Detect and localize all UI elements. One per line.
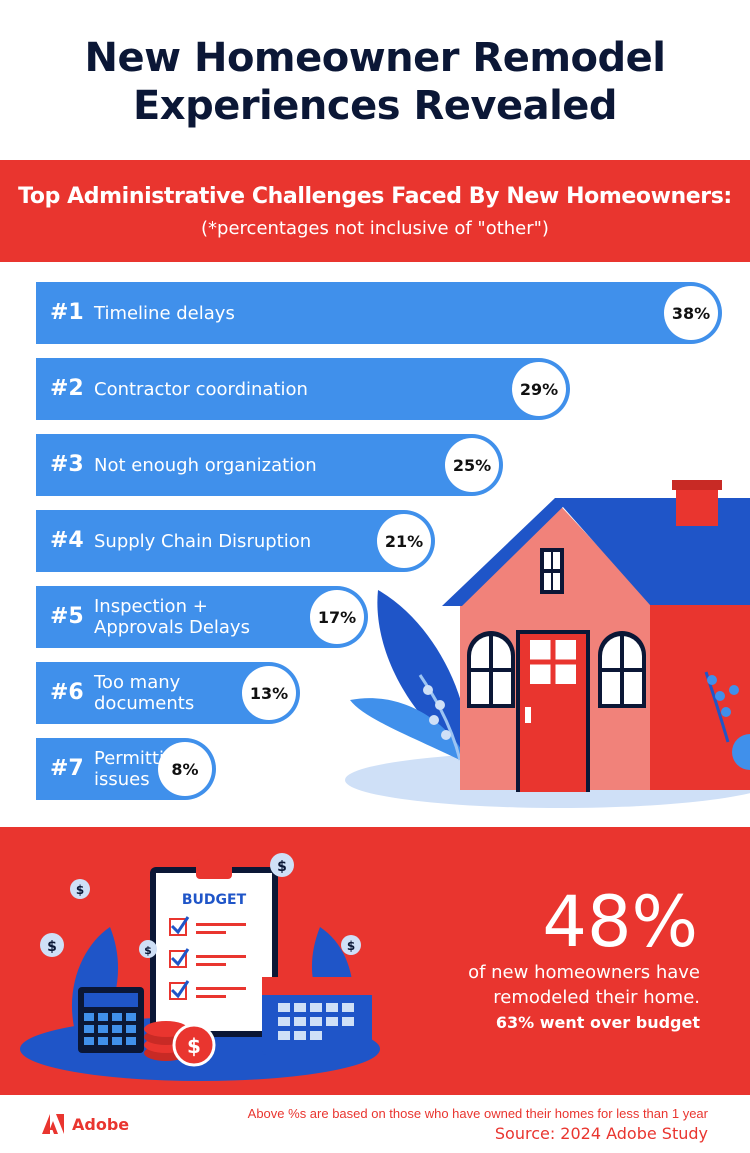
bar-label-line: documents xyxy=(94,693,195,714)
bar-label-line: Timeline delays xyxy=(94,302,235,324)
bar-label-line: Too many xyxy=(94,672,181,693)
bar-value-label: 8% xyxy=(158,742,212,796)
bar-4: #4 Supply Chain Disruption 21% xyxy=(36,510,435,572)
roof-edge-left xyxy=(442,498,572,606)
bar-label-line: Approvals Delays xyxy=(94,617,250,638)
stat-value: 48% xyxy=(542,881,698,963)
bar-label: Too many documents xyxy=(94,662,194,724)
bar-2: #2 Contractor coordination 29% xyxy=(36,358,570,420)
leaf-left-back xyxy=(377,590,470,760)
bar-rank: #4 xyxy=(50,528,84,553)
bar-value-label: 13% xyxy=(242,666,296,720)
bar-value-label: 38% xyxy=(664,286,718,340)
bar-label-line: Inspection + xyxy=(94,596,208,617)
house-illustration xyxy=(345,480,750,808)
stat-text-line-1: of new homeowners have xyxy=(468,962,700,983)
svg-text:$: $ xyxy=(47,939,57,955)
bar-label: Contractor coordination xyxy=(94,358,308,420)
bar-label-line: issues xyxy=(94,769,150,790)
svg-text:$: $ xyxy=(277,859,287,875)
window-left xyxy=(467,631,515,708)
bar-rank: #1 xyxy=(50,300,84,325)
bar-value-label: 29% xyxy=(512,362,566,416)
budget-illustration: BUDGET $ xyxy=(20,853,380,1081)
source-citation: Source: 2024 Adobe Study xyxy=(494,1124,708,1143)
bar-label-line: Supply Chain Disruption xyxy=(94,530,312,552)
budget-label: BUDGET xyxy=(182,892,247,908)
bar-rank: #2 xyxy=(50,376,84,401)
stat-band: BUDGET $ xyxy=(0,827,750,1095)
stat-text-line-3: 63% went over budget xyxy=(495,1013,700,1032)
section-heading: Top Administrative Challenges Faced By N… xyxy=(18,184,732,209)
svg-text:$: $ xyxy=(187,1034,201,1058)
adobe-logo[interactable]: Adobe xyxy=(42,1114,129,1134)
leaf-left-front xyxy=(350,698,470,765)
bar-label-line: Contractor coordination xyxy=(94,378,308,400)
checklist xyxy=(169,916,246,1000)
window-right xyxy=(598,631,646,708)
section-subheading: (*percentages not inclusive of "other") xyxy=(201,218,549,239)
bar-3: #3 Not enough organization 25% xyxy=(36,434,503,496)
bar-rank: #6 xyxy=(50,680,84,705)
bar-label: Supply Chain Disruption xyxy=(94,510,311,572)
title-line-2: Experiences Revealed xyxy=(132,83,618,129)
svg-text:$: $ xyxy=(347,939,355,953)
bar-value-label: 25% xyxy=(445,438,499,492)
bar-label: Not enough organization xyxy=(94,434,317,496)
brand-name: Adobe xyxy=(72,1114,130,1134)
title-line-1: New Homeowner Remodel xyxy=(84,35,666,81)
bar-value-label: 21% xyxy=(377,514,431,568)
section-header-band: Top Administrative Challenges Faced By N… xyxy=(0,160,750,262)
bar-chart: #1 Timeline delays 38% #2 Contractor coordin… xyxy=(36,282,722,800)
bar-rank: #7 xyxy=(50,756,84,781)
bar-1: #1 Timeline delays 38% xyxy=(36,282,722,344)
bar-label: Inspection + Approvals Delays xyxy=(94,586,250,648)
bar-6: #6 Too many documents 13% xyxy=(36,662,300,724)
adobe-icon xyxy=(42,1114,64,1134)
page-title: New Homeowner Remodel Experiences Reveal… xyxy=(0,34,750,130)
bar-5: #5 Inspection + Approvals Delays 17% xyxy=(36,586,368,648)
clipboard-clip xyxy=(196,859,232,879)
bar-7: #7 Permitting issues 8% xyxy=(36,738,216,800)
svg-text:$: $ xyxy=(144,944,152,957)
stat-text-line-2: remodeled their home. xyxy=(493,987,700,1008)
bar-rank: #5 xyxy=(50,604,84,629)
svg-text:$: $ xyxy=(76,883,84,897)
bar-value-label: 17% xyxy=(310,590,364,644)
bar-label: Timeline delays xyxy=(94,282,235,344)
bar-label-line: Not enough organization xyxy=(94,454,317,476)
footnote: Above %s are based on those who have own… xyxy=(247,1106,708,1121)
dollar-coin xyxy=(172,1023,216,1067)
bar-rank: #3 xyxy=(50,452,84,477)
